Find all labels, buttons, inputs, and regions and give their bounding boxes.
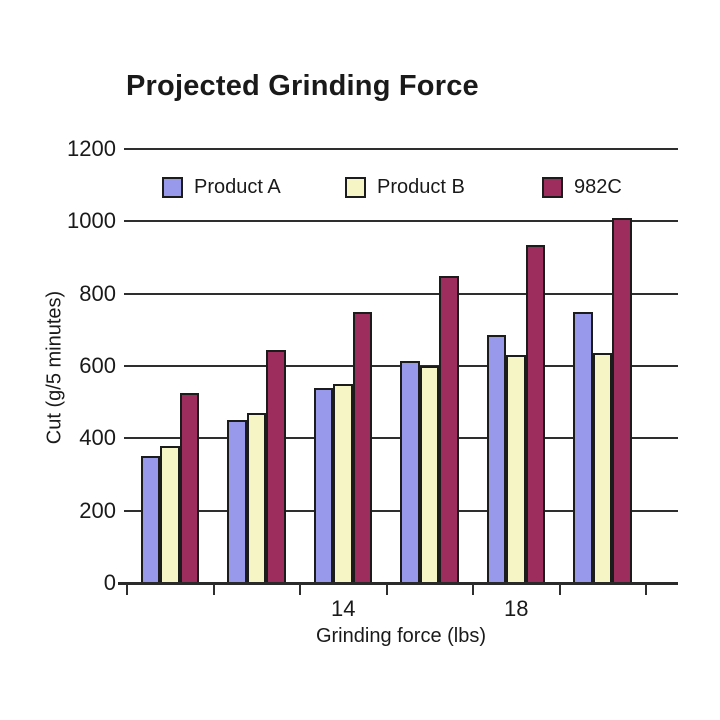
bar-product-a-group-2: [227, 420, 247, 583]
x-axis-tick-4: [472, 584, 474, 595]
bar-product-b-group-1: [160, 445, 180, 583]
legend-swatch-product-a: [162, 177, 183, 198]
bar-982c-group-5: [525, 244, 545, 583]
x-tick-label-14: 14: [331, 596, 356, 621]
bar-product-a-group-3: [313, 387, 333, 583]
bar-product-b-group-4: [419, 366, 439, 583]
x-axis-tick-1: [212, 584, 215, 595]
y-tick-label-400: 400: [79, 425, 116, 451]
x-axis-title: Grinding force (lbs): [315, 625, 487, 647]
x-axis-line: [118, 582, 678, 585]
chart-title: Projected Grinding Force: [126, 70, 479, 102]
y-tick-label-800: 800: [79, 280, 116, 306]
legend-label-982c: 982C: [574, 176, 622, 198]
y-tick-label-1000: 1000: [67, 208, 116, 234]
y-tick-label-200: 200: [79, 497, 116, 523]
y-tick-label-1200: 1200: [67, 136, 116, 161]
x-axis-tick-2: [299, 584, 301, 595]
legend-item-982c: 982C: [542, 176, 622, 199]
legend-swatch-982c: [542, 177, 563, 198]
legend-label-product-a: Product A: [194, 176, 281, 198]
bar-982c-group-6: [612, 217, 632, 583]
gridline-800: [124, 292, 678, 295]
bar-product-b-group-5: [506, 355, 526, 583]
x-axis-tick-6: [645, 584, 647, 595]
bar-product-a-group-1: [140, 456, 160, 583]
bar-982c-group-3: [352, 311, 372, 583]
gridline-1000: [124, 220, 678, 223]
bar-product-a-group-4: [400, 360, 420, 583]
x-axis-tick-5: [558, 584, 561, 595]
gridline-1200: [124, 148, 678, 150]
y-tick-label-0: 0: [103, 570, 116, 595]
bar-product-a-group-5: [486, 335, 506, 583]
legend-item-product-a: Product A: [162, 176, 281, 199]
bar-product-a-group-6: [573, 311, 593, 583]
legend-swatch-product-b: [345, 177, 366, 198]
y-axis-title: Cut (g/5 minutes): [43, 290, 66, 445]
x-axis-tick-3: [385, 584, 388, 595]
x-tick-label-18: 18: [504, 596, 529, 621]
legend-label-product-b: Product B: [377, 176, 465, 198]
legend-item-product-b: Product B: [345, 176, 465, 199]
bar-982c-group-2: [266, 349, 286, 583]
x-axis-tick-0: [126, 584, 128, 595]
bar-product-b-group-2: [246, 413, 266, 583]
bar-product-b-group-6: [592, 353, 612, 583]
bar-product-b-group-3: [333, 384, 353, 583]
bar-982c-group-1: [179, 393, 199, 583]
y-tick-label-600: 600: [79, 353, 116, 378]
bar-982c-group-4: [439, 275, 459, 583]
